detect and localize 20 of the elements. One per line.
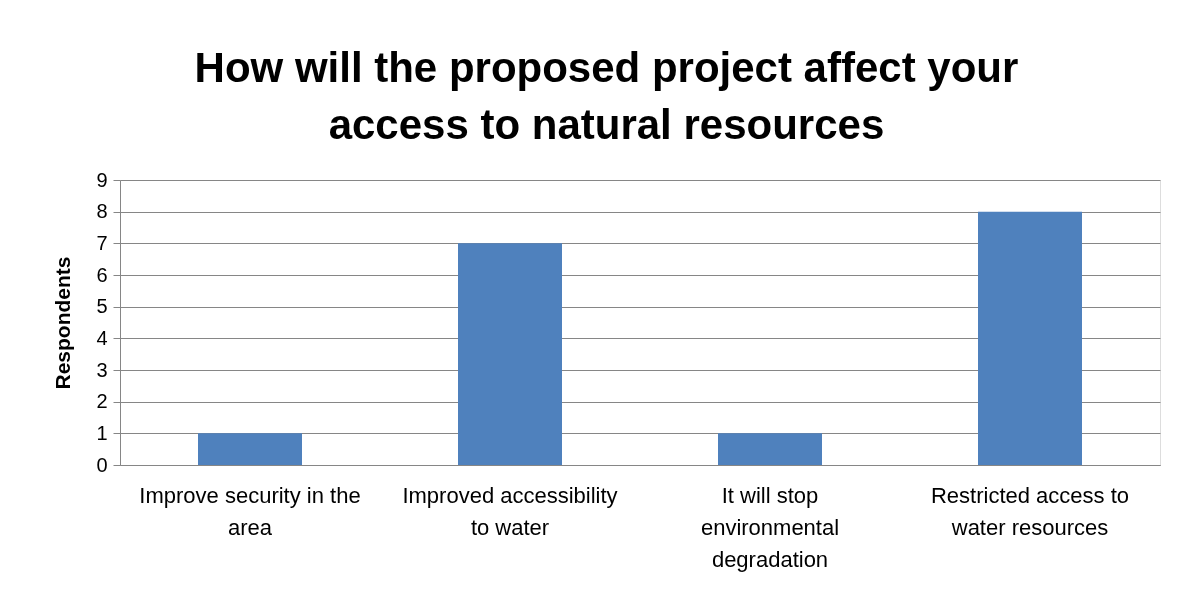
y-tick-label: 9 xyxy=(96,168,108,191)
x-tick-label: Improved accessibility to water xyxy=(402,482,618,540)
x-tick-label: It will stop environmental degradation xyxy=(700,482,840,572)
x-tick-label: Improve security in the area xyxy=(139,482,361,540)
y-tick-label: 2 xyxy=(96,390,108,413)
y-tick-label: 0 xyxy=(96,453,108,476)
y-tick-label: 6 xyxy=(96,263,108,286)
y-tick-label: 8 xyxy=(96,200,108,223)
y-tick-label: 7 xyxy=(96,231,108,254)
y-axis-title: Respondents xyxy=(51,256,75,390)
bar xyxy=(718,433,822,465)
y-tick-label: 5 xyxy=(96,295,108,318)
y-tick-label: 4 xyxy=(96,326,108,349)
chart-title: How will the proposed project affect your access to natural resources xyxy=(194,44,1019,148)
y-tick-label: 1 xyxy=(96,421,108,444)
bar xyxy=(198,433,302,465)
x-tick-label: Restricted access to water resources xyxy=(930,482,1130,540)
y-tick-label: 3 xyxy=(96,358,108,381)
bar xyxy=(978,211,1082,465)
bar xyxy=(458,243,562,465)
